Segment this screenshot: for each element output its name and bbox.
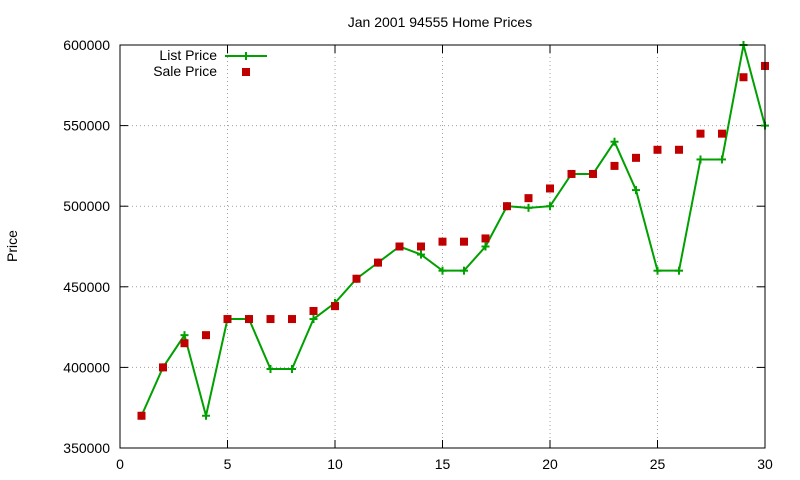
data-point-sale-price xyxy=(395,242,404,251)
data-point-list-price xyxy=(696,155,705,164)
data-point-sale-price xyxy=(460,237,468,246)
data-point-list-price xyxy=(438,266,447,275)
legend-marker-sale-price xyxy=(242,68,250,76)
data-point-sale-price xyxy=(266,315,275,324)
data-point-list-price xyxy=(610,137,619,146)
x-tick-label: 5 xyxy=(224,456,232,472)
data-point-list-price xyxy=(460,266,468,275)
legend-marker-list-price xyxy=(242,52,250,60)
data-point-sale-price xyxy=(137,411,146,420)
data-point-list-price xyxy=(524,203,533,212)
data-point-sale-price xyxy=(589,169,597,178)
x-tick-label: 15 xyxy=(435,456,451,472)
data-point-sale-price xyxy=(288,315,296,324)
y-tick-label: 500000 xyxy=(63,198,110,214)
plot-frame xyxy=(119,44,766,449)
data-point-sale-price xyxy=(739,73,748,82)
data-point-sale-price xyxy=(481,234,490,243)
data-point-sale-price xyxy=(309,306,318,315)
data-point-sale-price xyxy=(438,237,447,246)
x-tick-label: 10 xyxy=(327,456,343,472)
y-tick-label: 450000 xyxy=(63,279,110,295)
data-point-sale-price xyxy=(159,363,167,372)
x-axis-ticks: 0 5 10 15 20 25 30 xyxy=(116,45,773,472)
data-point-sale-price xyxy=(331,302,339,311)
data-point-sale-price xyxy=(567,169,576,178)
data-point-sale-price xyxy=(632,153,640,162)
data-point-sale-price xyxy=(352,274,361,283)
legend-label-sale-price: Sale Price xyxy=(153,63,217,79)
data-point-list-price xyxy=(718,155,726,164)
data-point-sale-price xyxy=(610,161,619,170)
x-tick-label: 30 xyxy=(757,456,773,472)
data-point-sale-price xyxy=(503,202,511,211)
data-point-sale-price xyxy=(417,242,425,251)
data-point-sale-price xyxy=(374,258,382,267)
data-point-sale-price xyxy=(546,184,554,193)
data-point-list-price xyxy=(309,315,318,324)
chart-title: Jan 2001 94555 Home Prices xyxy=(348,14,532,30)
legend: List Price Sale Price xyxy=(153,47,267,79)
legend-square-marker xyxy=(242,68,250,76)
series-line-list-price xyxy=(140,44,766,417)
y-axis-ticks: 350000 400000 450000 500000 550000 600000 xyxy=(63,37,765,456)
grid-lines xyxy=(120,45,765,448)
data-point-list-price xyxy=(266,365,275,374)
y-tick-label: 400000 xyxy=(63,359,110,375)
data-point-list-price xyxy=(202,411,210,420)
series-layer xyxy=(137,41,769,420)
y-axis-label: Price xyxy=(4,230,20,262)
data-point-list-price xyxy=(288,365,296,374)
data-point-list-price xyxy=(180,331,189,340)
data-point-sale-price xyxy=(245,315,253,324)
data-point-sale-price xyxy=(223,315,232,324)
data-point-sale-price xyxy=(180,339,189,348)
data-point-list-price xyxy=(417,250,425,259)
data-point-list-price xyxy=(546,202,554,211)
data-point-list-price xyxy=(653,266,662,275)
data-point-list-price xyxy=(632,186,640,195)
data-point-list-price xyxy=(481,242,490,251)
legend-plus-marker xyxy=(242,52,250,60)
data-point-sale-price xyxy=(696,129,705,138)
y-tick-label: 600000 xyxy=(63,37,110,53)
y-tick-label: 550000 xyxy=(63,118,110,134)
data-point-sale-price xyxy=(718,129,726,138)
data-point-list-price xyxy=(675,266,683,275)
data-point-sale-price xyxy=(653,145,662,154)
legend-label-list-price: List Price xyxy=(159,47,217,63)
x-tick-label: 25 xyxy=(650,456,666,472)
data-point-sale-price xyxy=(675,145,683,154)
data-point-sale-price xyxy=(202,331,210,340)
x-tick-label: 20 xyxy=(542,456,558,472)
y-tick-label: 350000 xyxy=(63,440,110,456)
data-point-sale-price xyxy=(524,194,533,203)
x-tick-label: 0 xyxy=(116,456,124,472)
